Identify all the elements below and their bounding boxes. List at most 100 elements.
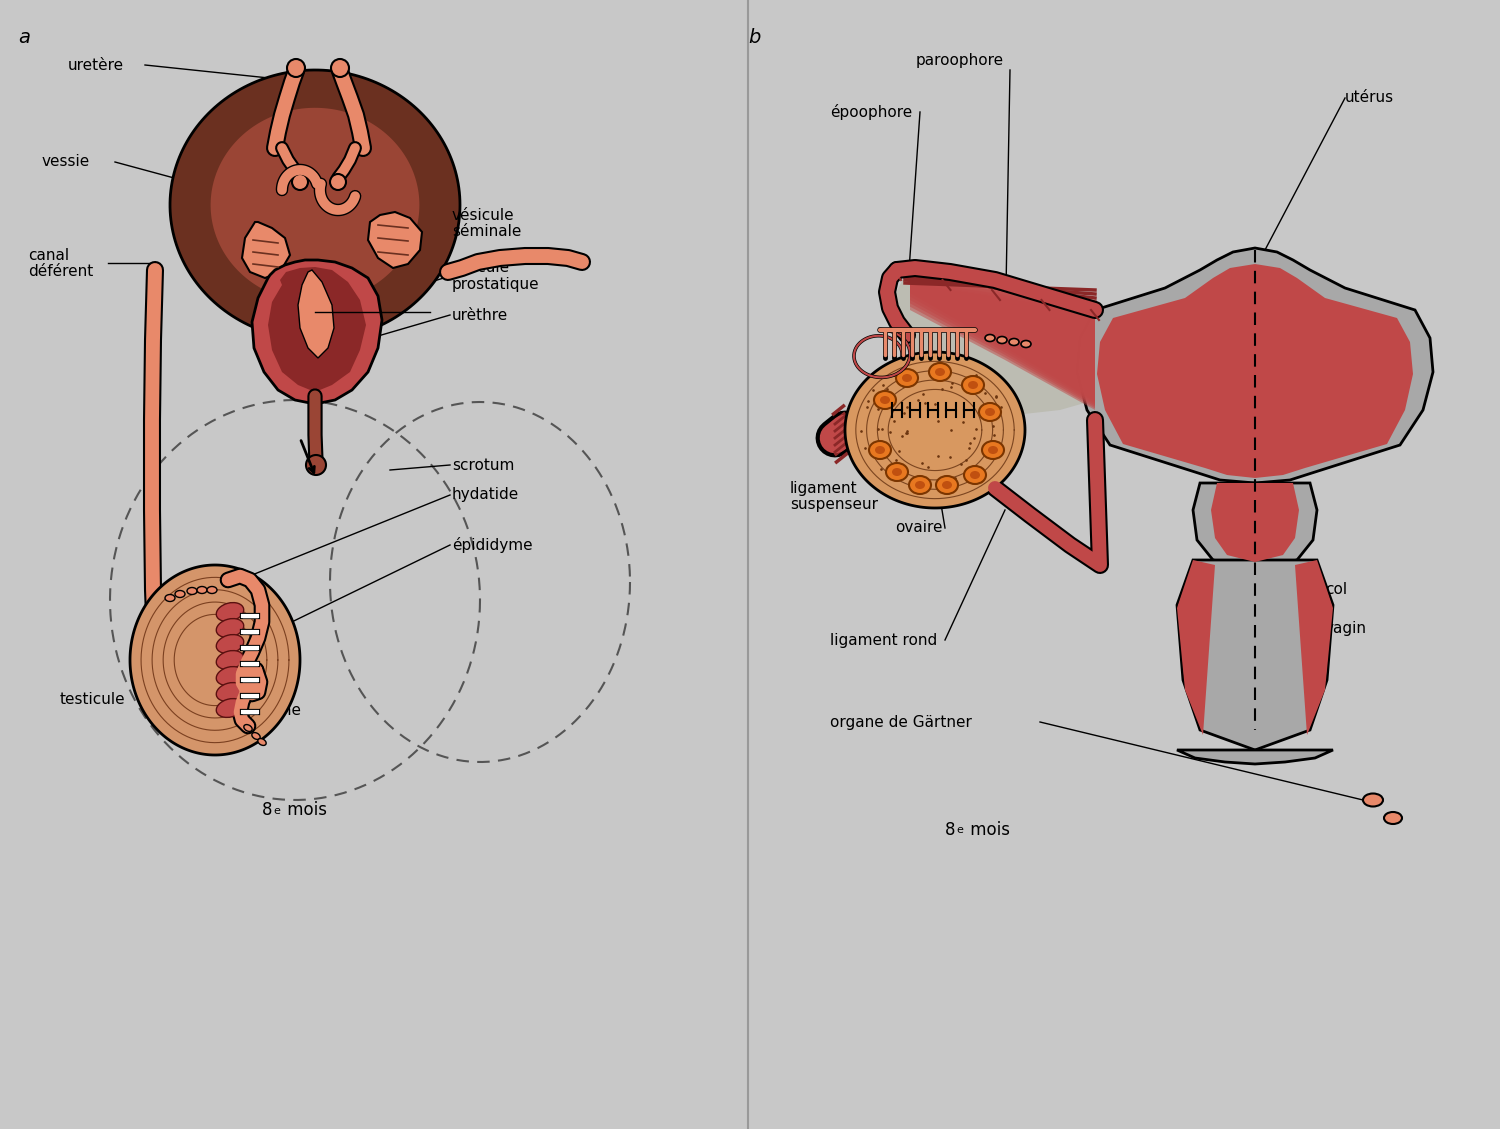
Text: paroophore: paroophore <box>916 53 1004 68</box>
Text: prostatique: prostatique <box>452 278 540 292</box>
Polygon shape <box>910 277 1095 405</box>
Ellipse shape <box>928 364 951 380</box>
Text: col: col <box>1324 583 1347 597</box>
Polygon shape <box>1192 483 1317 568</box>
Text: utérus: utérus <box>1346 90 1394 105</box>
Ellipse shape <box>880 396 890 404</box>
Ellipse shape <box>968 380 978 390</box>
Text: mois: mois <box>282 800 327 819</box>
Ellipse shape <box>216 699 243 717</box>
Ellipse shape <box>970 471 980 479</box>
Text: vessie: vessie <box>42 155 90 169</box>
Polygon shape <box>130 564 300 755</box>
Text: uretère: uretère <box>68 58 124 72</box>
Polygon shape <box>910 274 1095 403</box>
Polygon shape <box>1077 248 1432 483</box>
Text: canal: canal <box>28 247 69 263</box>
Text: 8: 8 <box>261 800 272 819</box>
Ellipse shape <box>942 481 952 489</box>
Text: suspenseur: suspenseur <box>790 498 877 513</box>
Ellipse shape <box>244 725 252 732</box>
Ellipse shape <box>896 369 918 387</box>
Ellipse shape <box>902 374 912 382</box>
Ellipse shape <box>988 446 998 454</box>
Text: utricule: utricule <box>452 261 510 275</box>
Polygon shape <box>210 107 420 303</box>
Ellipse shape <box>986 334 994 341</box>
Ellipse shape <box>196 586 207 594</box>
Ellipse shape <box>1384 812 1402 824</box>
Text: organe de Gärtner: organe de Gärtner <box>830 715 972 729</box>
Ellipse shape <box>188 587 196 595</box>
Polygon shape <box>1178 560 1215 735</box>
Ellipse shape <box>936 476 958 495</box>
Ellipse shape <box>982 441 1004 460</box>
Text: ovaire: ovaire <box>896 520 942 535</box>
Text: scrotum: scrotum <box>452 457 514 473</box>
Text: 8: 8 <box>945 821 956 839</box>
Ellipse shape <box>962 376 984 394</box>
Ellipse shape <box>934 368 945 376</box>
Ellipse shape <box>216 683 243 701</box>
Ellipse shape <box>986 408 994 415</box>
Ellipse shape <box>216 603 243 621</box>
Ellipse shape <box>216 619 243 638</box>
Text: vagin: vagin <box>1324 621 1366 636</box>
Text: vésicule: vésicule <box>452 208 514 222</box>
Text: testicule: testicule <box>60 692 126 708</box>
Circle shape <box>330 174 346 190</box>
Circle shape <box>332 59 350 77</box>
Text: époophore: époophore <box>830 104 912 120</box>
Text: séminale: séminale <box>452 225 522 239</box>
Text: e: e <box>273 806 280 816</box>
Polygon shape <box>1178 750 1334 764</box>
Polygon shape <box>268 266 366 392</box>
Ellipse shape <box>1364 794 1383 806</box>
Polygon shape <box>368 212 422 268</box>
Ellipse shape <box>964 466 986 484</box>
Ellipse shape <box>207 586 218 594</box>
Ellipse shape <box>176 590 184 597</box>
Text: urèthre: urèthre <box>452 307 509 323</box>
Text: hydatide: hydatide <box>452 488 519 502</box>
Text: e: e <box>956 825 963 835</box>
Ellipse shape <box>868 441 891 460</box>
Ellipse shape <box>886 463 908 481</box>
Text: ligament: ligament <box>790 481 858 496</box>
Ellipse shape <box>980 403 1000 421</box>
Text: paradidyme: paradidyme <box>210 702 302 718</box>
Polygon shape <box>1294 560 1334 735</box>
Polygon shape <box>910 280 1095 406</box>
Polygon shape <box>910 283 1095 409</box>
Ellipse shape <box>874 446 885 454</box>
Ellipse shape <box>216 634 243 654</box>
Polygon shape <box>298 270 334 358</box>
Ellipse shape <box>892 469 902 476</box>
Text: a: a <box>18 28 30 47</box>
Polygon shape <box>170 70 460 340</box>
Circle shape <box>292 174 308 190</box>
Text: déférent: déférent <box>28 264 93 280</box>
Polygon shape <box>896 265 1095 415</box>
Ellipse shape <box>252 733 260 739</box>
Text: ligament rond: ligament rond <box>830 632 938 648</box>
Polygon shape <box>1178 560 1334 750</box>
Text: mois: mois <box>964 821 1010 839</box>
Ellipse shape <box>1010 339 1019 345</box>
Polygon shape <box>910 271 1095 402</box>
Ellipse shape <box>915 481 926 489</box>
Polygon shape <box>252 260 382 404</box>
Ellipse shape <box>258 738 266 745</box>
Ellipse shape <box>216 650 243 669</box>
Polygon shape <box>910 268 1095 400</box>
Polygon shape <box>1096 264 1413 478</box>
Ellipse shape <box>165 595 176 602</box>
Circle shape <box>306 455 326 475</box>
Ellipse shape <box>1022 341 1031 348</box>
Text: épididyme: épididyme <box>452 537 532 553</box>
Ellipse shape <box>998 336 1006 343</box>
Polygon shape <box>844 352 1024 508</box>
Ellipse shape <box>216 666 243 685</box>
Polygon shape <box>242 222 290 278</box>
Text: b: b <box>748 28 760 47</box>
